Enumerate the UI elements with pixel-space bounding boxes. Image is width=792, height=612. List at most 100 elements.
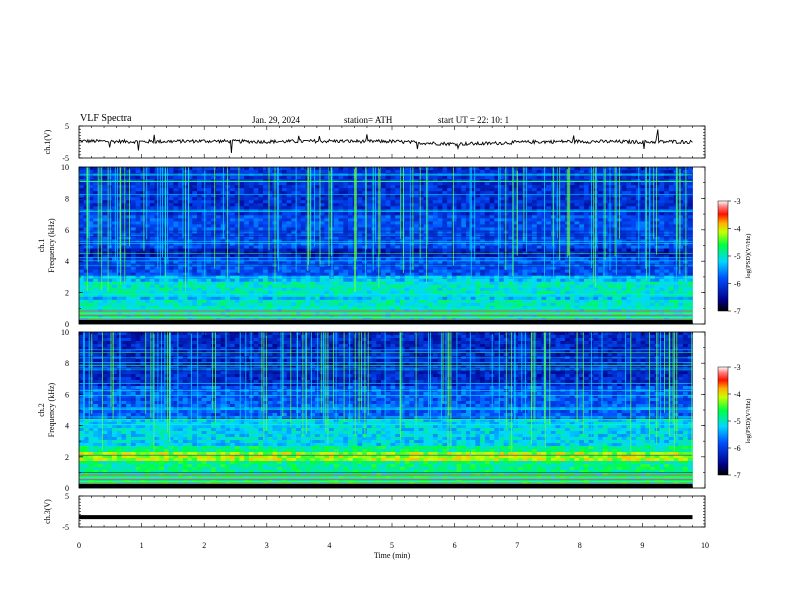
- spectrogram-cell: [362, 206, 368, 210]
- spectrogram-cell: [362, 236, 368, 240]
- spectrogram-cell: [447, 236, 453, 240]
- spectrogram-cell: [532, 221, 538, 225]
- spectrogram-cell: [291, 227, 297, 231]
- spectrogram-cell: [347, 224, 354, 228]
- spectrogram-cell: [333, 239, 339, 243]
- spectrogram-cell: [343, 215, 349, 219]
- spectrogram-cell: [583, 209, 590, 213]
- spectrogram-cell: [93, 236, 99, 240]
- spectrogram-cell: [97, 248, 103, 252]
- spectrogram-cell: [437, 212, 443, 216]
- spectrogram-cell: [390, 215, 396, 219]
- spectrogram-cell: [88, 188, 94, 192]
- spectrogram-cell: [475, 248, 481, 252]
- spectrogram-cell: [347, 191, 354, 195]
- spectrogram-cell: [461, 185, 467, 189]
- spectrogram-cell: [631, 236, 637, 240]
- spectrogram-cell: [451, 170, 457, 174]
- spectrogram-cell: [414, 272, 420, 277]
- spectrogram-cell: [248, 218, 255, 222]
- spectrogram-cell: [230, 197, 236, 201]
- spectrogram-cell: [664, 167, 670, 171]
- spectrogram-cell: [79, 278, 85, 283]
- spectrogram-cell: [428, 203, 434, 207]
- spectrogram-cell: [116, 236, 122, 240]
- spectrogram-cell: [112, 248, 118, 252]
- spectrogram-cell: [687, 230, 693, 234]
- spectrogram-cell: [494, 185, 500, 189]
- spectrogram-cell: [574, 224, 580, 228]
- spectrogram-cell: [366, 191, 372, 195]
- spectrogram-cell: [102, 242, 108, 246]
- spectrogram-cell: [130, 278, 137, 283]
- spectrogram-cell: [296, 218, 302, 222]
- spectrogram-cell: [248, 194, 255, 198]
- spectrogram-cell: [362, 260, 368, 265]
- spectrogram-cell: [130, 185, 137, 189]
- spectrogram-cell: [499, 212, 505, 216]
- spectrogram-cell: [215, 167, 221, 171]
- spectrogram-cell: [409, 185, 415, 189]
- spectrogram-cell: [640, 170, 646, 174]
- spectrogram-cell: [395, 194, 401, 198]
- spectrogram-cell: [97, 257, 103, 261]
- spectrogram-cell: [319, 254, 325, 258]
- spectrogram-cell: [432, 230, 439, 234]
- spectrogram-cell: [668, 212, 674, 216]
- spectrogram-cell: [635, 266, 641, 271]
- spectrogram-cell: [263, 269, 269, 274]
- spectrogram-cell: [432, 227, 439, 231]
- spectrogram-cell: [503, 176, 509, 180]
- spectrogram-cell: [286, 227, 292, 231]
- spectrogram-cell: [253, 254, 259, 258]
- spectrogram-cell: [381, 269, 387, 274]
- spectrogram-cell: [404, 269, 410, 274]
- spectrogram-cell: [409, 209, 415, 213]
- spectrogram-cell: [121, 188, 127, 192]
- spectrogram-cell: [654, 209, 660, 213]
- spectrogram-cell: [145, 230, 151, 234]
- spectrogram-cell: [451, 188, 457, 192]
- spectrogram-cell: [659, 212, 665, 216]
- spectrogram-cell: [546, 227, 552, 231]
- spectrogram-cell: [465, 203, 472, 207]
- spectrogram-cell: [333, 197, 339, 201]
- spectrogram-cell: [404, 260, 410, 265]
- spectrogram-cell: [338, 272, 344, 277]
- spectrogram-cell: [168, 269, 174, 274]
- spectrogram-cell: [97, 272, 103, 277]
- spectrogram-cell: [163, 188, 170, 192]
- spectrogram-cell: [130, 176, 137, 180]
- spectrogram-cell: [286, 278, 292, 283]
- spectrogram-cell: [447, 254, 453, 258]
- spectrogram-cell: [215, 206, 221, 210]
- spectrogram-cell: [631, 182, 637, 186]
- spectrogram-cell: [286, 272, 292, 277]
- spectrogram-cell: [423, 236, 429, 240]
- spectrogram-cell: [239, 233, 245, 237]
- spectrogram-cell: [130, 212, 137, 216]
- spectrogram-cell: [621, 266, 627, 271]
- spectrogram-cell: [569, 245, 575, 249]
- spectrogram-cell: [286, 254, 292, 258]
- spectrogram-cell: [277, 200, 283, 204]
- spectrogram-cell: [442, 242, 448, 246]
- spectrogram-cell: [97, 254, 103, 258]
- spectrogram-cell: [598, 230, 604, 234]
- spectrogram-cell: [310, 194, 316, 198]
- spectrogram-cell: [522, 194, 528, 198]
- spectrogram-cell: [88, 233, 94, 237]
- spectrogram-cell: [385, 215, 391, 219]
- spectrogram-cell: [598, 203, 604, 207]
- spectrogram-cell: [583, 215, 590, 219]
- spectrogram-cell: [385, 200, 391, 204]
- spectrogram-cell: [140, 206, 146, 210]
- spectrogram-cell: [428, 269, 434, 274]
- spectrogram-cell: [97, 266, 103, 271]
- spectrogram-cell: [409, 224, 415, 228]
- spectrogram-cell: [560, 227, 566, 231]
- spectrogram-cell: [678, 257, 684, 261]
- spectrogram-cell: [532, 197, 538, 201]
- spectrogram-cell: [480, 269, 486, 274]
- spectrogram-cell: [631, 212, 637, 216]
